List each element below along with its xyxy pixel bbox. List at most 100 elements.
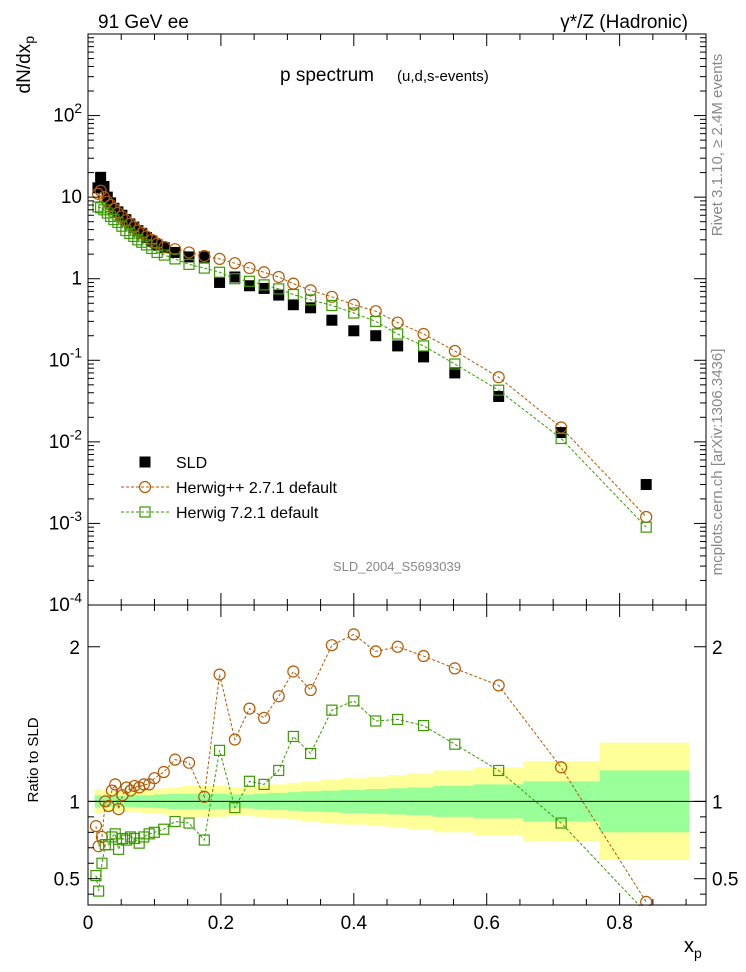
ratio-point-herwig7 (417, 720, 430, 732)
main-point-herwig7 (287, 288, 299, 301)
legend-label: Herwig++ 2.7.1 default (176, 480, 338, 497)
ratio-y-tick-label-right: 2 (712, 638, 723, 659)
ratio-point-herwigpp (120, 781, 133, 794)
main-y-axis-label: dN/dxp (14, 36, 37, 94)
main-point-herwigpp (131, 224, 144, 237)
main-y-tick-label: 1 (71, 269, 82, 290)
main-point-herwig7 (348, 307, 360, 319)
ratio-line-herwigpp (95, 633, 647, 903)
ratio-point-herwig7 (326, 704, 338, 716)
main-point-sld (169, 246, 181, 258)
ratio-y-tick-label-right: 0.5 (712, 870, 738, 891)
main-y-tick-label: 10-4 (49, 590, 83, 616)
ratio-point-herwigpp (369, 645, 382, 658)
main-point-herwigpp (127, 220, 140, 234)
main-point-sld (258, 282, 270, 294)
main-point-herwig7 (92, 201, 104, 213)
main-point-herwig7 (104, 210, 117, 223)
main-point-herwigpp (228, 257, 241, 270)
ratio-point-herwigpp (417, 649, 430, 663)
main-point-sld (348, 325, 360, 337)
main-panel (91, 171, 653, 533)
ratio-point-herwig7 (348, 695, 360, 707)
x-tick-label: 0.4 (341, 913, 368, 934)
main-point-herwigpp (325, 290, 338, 303)
header-left: 91 GeV ee (98, 12, 189, 33)
main-point-herwigpp (168, 243, 182, 256)
ratio-point-herwigpp (148, 772, 161, 785)
ratio-point-herwigpp (287, 665, 300, 678)
ratio-point-herwigpp (448, 662, 461, 675)
main-point-herwig7 (198, 262, 210, 274)
main-point-sld (158, 242, 170, 254)
ratio-point-herwigpp (105, 784, 119, 797)
mcplots-label: mcplots.cern.ch [arXiv:1306.3436] (709, 349, 726, 576)
x-tick-label: 0.2 (208, 913, 234, 934)
ratio-line-herwig7 (95, 700, 647, 914)
main-point-sld (392, 340, 404, 352)
main-point-herwig7 (120, 224, 132, 237)
main-point-herwig7 (229, 273, 241, 285)
main-point-herwigpp (448, 344, 461, 358)
main-point-sld (326, 314, 338, 326)
ratio-point-herwig7 (243, 775, 256, 787)
ratio-y-tick-label-right: 1 (712, 792, 723, 813)
ratio-point-herwigpp (109, 778, 122, 791)
main-data-marks (91, 171, 653, 533)
ratio-point-herwig7 (287, 730, 299, 743)
main-point-herwigpp (243, 261, 256, 275)
main-point-herwig7 (243, 275, 256, 287)
main-point-herwig7 (392, 328, 404, 340)
ratio-axes: 0.5 0.5 1 1 2 2 0 0.2 0.4 0.6 0.8 (0, 604, 746, 972)
main-point-herwig7 (98, 204, 110, 216)
legend-label: SLD (176, 455, 207, 472)
main-point-herwigpp (182, 246, 196, 259)
main-point-sld (101, 191, 113, 203)
main-point-herwig7 (305, 294, 317, 306)
ratio-point-herwig7 (90, 870, 102, 882)
main-point-sld (214, 276, 226, 288)
main-axes: 10-4 10-3 10-2 10-1 1 10 102 (49, 33, 707, 616)
main-point-herwigpp (198, 249, 211, 263)
main-point-herwigpp (492, 371, 505, 384)
ratio-point-herwigpp (391, 640, 404, 653)
ratio-point-herwigpp (157, 765, 170, 779)
ratio-point-herwigpp (124, 784, 137, 797)
main-y-tick-label: 10-2 (49, 427, 82, 453)
ratio-point-herwig7 (116, 832, 129, 845)
main-point-herwig7 (124, 227, 136, 239)
main-point-sld (640, 479, 652, 491)
ratio-point-herwig7 (229, 801, 241, 814)
ratio-point-herwigpp (243, 702, 256, 715)
x-tick-label: 0 (83, 913, 94, 934)
legend-marker (139, 506, 151, 518)
ratio-y-axis-label: Ratio to SLD (25, 717, 42, 802)
ratio-y-tick-label-left: 1 (69, 792, 80, 813)
x-axis-label: xp (684, 935, 702, 961)
ratio-point-herwig7 (169, 815, 181, 828)
ratio-point-herwigpp (555, 761, 568, 774)
main-point-herwigpp (123, 217, 136, 230)
main-y-tick-label: 10-1 (49, 346, 82, 372)
main-point-herwigpp (213, 252, 226, 265)
main-point-sld (418, 351, 430, 363)
x-tick-label: 0.6 (473, 913, 499, 934)
ratio-point-herwigpp (213, 668, 226, 681)
main-point-sld (273, 289, 285, 301)
ratio-point-herwig7 (93, 885, 105, 897)
ratio-point-herwig7 (106, 831, 118, 843)
main-point-herwig7 (108, 214, 120, 226)
main-point-herwigpp (347, 298, 360, 311)
main-point-herwig7 (112, 216, 124, 229)
rivet-version-label: Rivet 3.1.10, ≥ 2.4M events (709, 54, 726, 237)
ratio-point-herwigpp (89, 820, 103, 833)
legend-marker (139, 456, 151, 468)
ratio-point-herwigpp (198, 790, 211, 803)
main-point-herwigpp (257, 266, 271, 279)
main-point-herwig7 (128, 230, 140, 243)
main-point-herwig7 (151, 246, 163, 259)
ratio-point-herwigpp (112, 803, 125, 816)
ratio-y-tick-label-left: 2 (69, 638, 80, 659)
main-y-label-text: dN/dxp (14, 36, 37, 94)
